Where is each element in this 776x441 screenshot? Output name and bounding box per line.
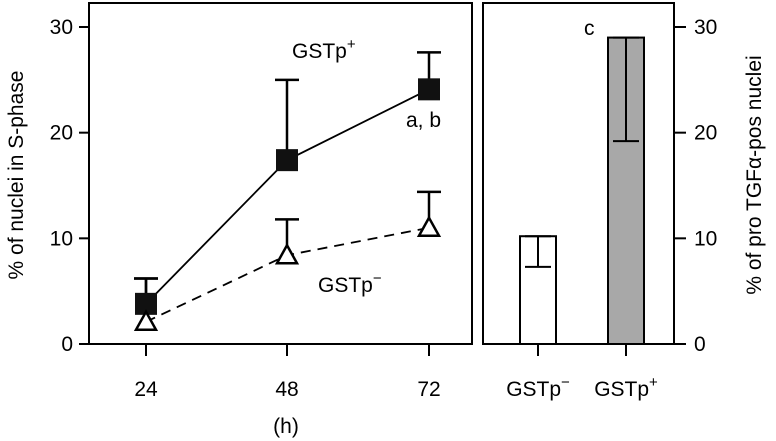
annotation-a-b: a, b <box>406 109 441 132</box>
left-markers <box>133 78 442 332</box>
left-x-axis: 24 48 72 <box>134 344 441 401</box>
left-panel: 0 10 20 30 24 48 72 % of nuclei in S-phase (h… <box>5 2 473 438</box>
right-y-tick-label-30: 30 <box>694 16 717 39</box>
right-y-axis: 0 10 20 30 <box>674 16 717 356</box>
annotation-c: c <box>584 17 595 40</box>
right-y-tick-label-0: 0 <box>694 333 706 356</box>
right-x-tick-label-sup-gstp-plus: + <box>649 374 658 391</box>
marker-gstp-minus-72 <box>416 215 442 238</box>
left-y-tick-label-30: 30 <box>50 16 73 39</box>
left-y-axis-title: % of nuclei in S-phase <box>5 71 28 280</box>
right-plot-frame <box>482 2 675 345</box>
left-x-tick-label-48: 48 <box>275 378 298 401</box>
series-label-gstp-plus: GSTp+ <box>292 36 356 63</box>
left-plot-frame <box>88 2 473 345</box>
right-x-tick-label-base-gstp-minus: GSTp <box>506 378 561 401</box>
marker-gstp-plus-24 <box>135 292 157 315</box>
right-y-tick-label-10: 10 <box>694 227 717 250</box>
marker-gstp-minus-24 <box>133 309 159 332</box>
right-bars <box>519 36 645 345</box>
right-x-axis: GSTp− GSTp+ <box>506 344 658 401</box>
left-y-tick-label-10: 10 <box>50 227 73 250</box>
right-y-tick-label-20: 20 <box>694 122 717 145</box>
left-y-tick-label-0: 0 <box>61 333 73 356</box>
right-x-tick-label-sup-gstp-minus: − <box>561 374 570 391</box>
marker-gstp-plus-48 <box>276 149 298 172</box>
marker-gstp-minus-48 <box>274 242 300 265</box>
left-y-tick-label-20: 20 <box>50 122 73 145</box>
series-label-gstp-minus-base: GSTp <box>318 274 373 297</box>
series-label-gstp-plus-base: GSTp <box>292 40 347 63</box>
left-x-axis-title: (h) <box>273 415 299 438</box>
series-label-gstp-minus-sup: − <box>373 270 382 287</box>
marker-gstp-plus-72 <box>418 78 440 101</box>
right-x-tick-label-gstp-minus: GSTp− <box>506 374 570 401</box>
left-x-tick-label-24: 24 <box>134 378 158 401</box>
right-y-axis-title: % of pro TGFα-pos nuclei <box>743 55 766 294</box>
bar-gstp-plus <box>607 36 645 345</box>
right-x-tick-label-base-gstp-plus: GSTp <box>594 378 649 401</box>
bar-gstp-minus <box>519 235 557 345</box>
right-error-bars <box>525 36 639 268</box>
right-x-tick-label-gstp-plus: GSTp+ <box>594 374 658 401</box>
left-x-tick-label-72: 72 <box>417 378 440 401</box>
series-label-gstp-minus: GSTp− <box>318 270 382 297</box>
left-error-bars <box>134 51 441 322</box>
series-label-gstp-plus-sup: + <box>347 36 356 53</box>
left-y-axis: 0 10 20 30 <box>50 16 89 356</box>
